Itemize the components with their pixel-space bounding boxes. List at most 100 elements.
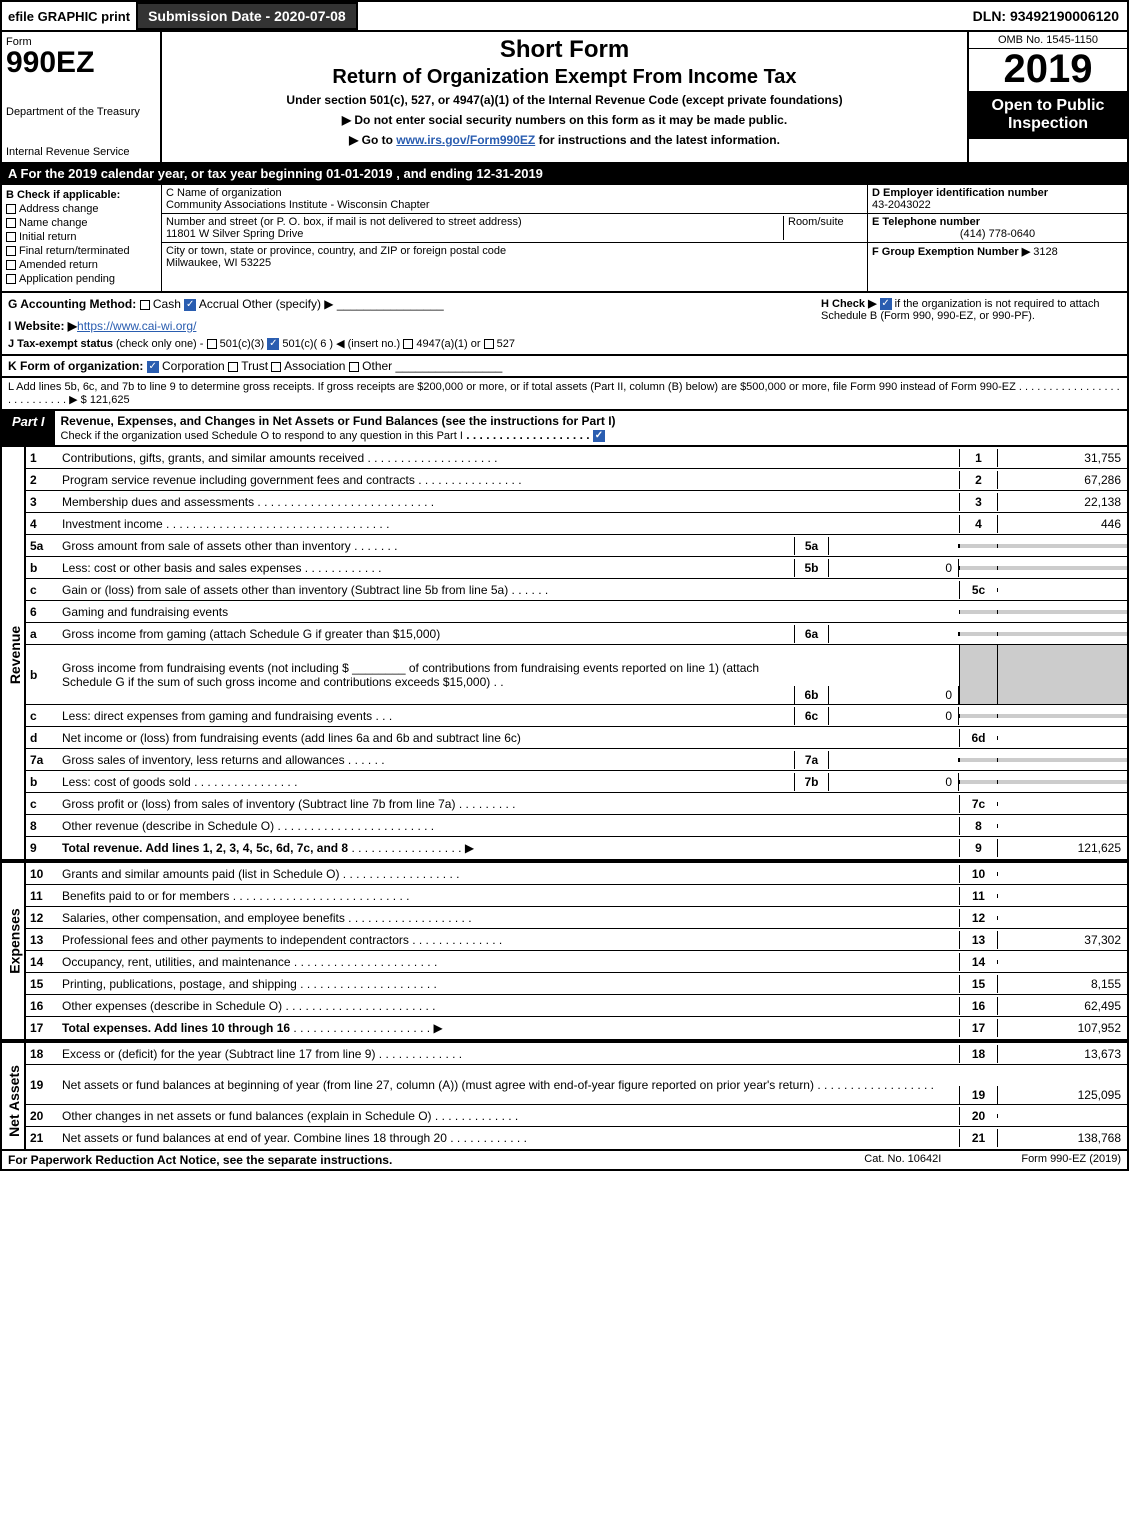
checkbox-icon[interactable] bbox=[6, 218, 16, 228]
line-rnum-grey bbox=[959, 544, 997, 548]
sub-val bbox=[829, 632, 959, 636]
checkbox-icon[interactable] bbox=[6, 274, 16, 284]
checkbox-icon[interactable] bbox=[140, 300, 150, 310]
desc-text: Net assets or fund balances at end of ye… bbox=[62, 1131, 447, 1145]
line-desc: Less: direct expenses from gaming and fu… bbox=[58, 707, 794, 725]
checkbox-icon[interactable] bbox=[271, 362, 281, 372]
line-num: 19 bbox=[26, 1076, 58, 1094]
line-val-grey bbox=[997, 758, 1127, 762]
checkbox-icon[interactable] bbox=[6, 232, 16, 242]
chk-final-label: Final return/terminated bbox=[19, 245, 130, 257]
line-val: 22,138 bbox=[997, 493, 1127, 511]
checkbox-icon[interactable] bbox=[349, 362, 359, 372]
g-label: G Accounting Method: bbox=[8, 297, 136, 311]
desc-text: Less: cost of goods sold bbox=[62, 775, 191, 789]
4947-label: 4947(a)(1) or bbox=[416, 338, 480, 350]
part1-header: Part I Revenue, Expenses, and Changes in… bbox=[0, 411, 1129, 447]
part1-title-text: Revenue, Expenses, and Changes in Net As… bbox=[61, 414, 616, 428]
k-label: K Form of organization: bbox=[8, 359, 143, 373]
ein-row: D Employer identification number 43-2043… bbox=[868, 185, 1127, 214]
line-rnum: 15 bbox=[959, 975, 997, 993]
column-b: B Check if applicable: Address change Na… bbox=[2, 185, 162, 291]
line-rnum-grey bbox=[959, 714, 997, 718]
checkbox-checked-icon[interactable]: ✓ bbox=[880, 298, 892, 310]
checkbox-checked-icon[interactable]: ✓ bbox=[184, 299, 196, 311]
line-desc: Total expenses. Add lines 10 through 16 … bbox=[58, 1019, 959, 1037]
line-19: 19 Net assets or fund balances at beginn… bbox=[26, 1065, 1127, 1105]
line-num: 2 bbox=[26, 471, 58, 489]
line-num: b bbox=[26, 559, 58, 577]
sub-val: 0 bbox=[829, 686, 959, 704]
501c3-label: 501(c)(3) bbox=[220, 338, 265, 350]
line-9: 9 Total revenue. Add lines 1, 2, 3, 4, 5… bbox=[26, 837, 1127, 859]
desc-text: Program service revenue including govern… bbox=[62, 473, 415, 487]
checkbox-checked-icon[interactable]: ✓ bbox=[593, 430, 605, 442]
line-13: 13 Professional fees and other payments … bbox=[26, 929, 1127, 951]
line-val bbox=[997, 1114, 1127, 1118]
top-bar-left: efile GRAPHIC print Submission Date - 20… bbox=[2, 2, 965, 30]
section-k: K Form of organization: ✓ Corporation Tr… bbox=[0, 356, 1129, 378]
checkbox-checked-icon[interactable]: ✓ bbox=[147, 361, 159, 373]
col-b-title: B Check if applicable: bbox=[6, 189, 157, 201]
line-num: 11 bbox=[26, 887, 58, 905]
line-rnum-grey bbox=[959, 632, 997, 636]
chk-address: Address change bbox=[6, 203, 157, 215]
line-rnum: 14 bbox=[959, 953, 997, 971]
line-3: 3 Membership dues and assessments . . . … bbox=[26, 491, 1127, 513]
chk-initial-label: Initial return bbox=[19, 231, 76, 243]
line-rnum-grey bbox=[959, 566, 997, 570]
desc-text: Membership dues and assessments bbox=[62, 495, 254, 509]
group-label: F Group Exemption Number ▶ bbox=[872, 246, 1030, 258]
sub-num: 6a bbox=[794, 625, 829, 643]
line-14: 14 Occupancy, rent, utilities, and maint… bbox=[26, 951, 1127, 973]
column-def: D Employer identification number 43-2043… bbox=[867, 185, 1127, 291]
line-val bbox=[997, 802, 1127, 806]
line-desc: Gross income from fundraising events (no… bbox=[58, 659, 794, 691]
line-desc: Other expenses (describe in Schedule O) … bbox=[58, 997, 959, 1015]
go-to-link[interactable]: www.irs.gov/Form990EZ bbox=[396, 133, 535, 147]
line-rnum: 11 bbox=[959, 887, 997, 905]
line-desc: Salaries, other compensation, and employ… bbox=[58, 909, 959, 927]
line-17: 17 Total expenses. Add lines 10 through … bbox=[26, 1017, 1127, 1039]
checkbox-icon[interactable] bbox=[6, 246, 16, 256]
line-rnum: 6d bbox=[959, 729, 997, 747]
checkbox-icon[interactable] bbox=[484, 339, 494, 349]
under-section: Under section 501(c), 527, or 4947(a)(1)… bbox=[166, 93, 963, 107]
org-name-row: C Name of organization Community Associa… bbox=[162, 185, 867, 214]
checkbox-checked-icon[interactable]: ✓ bbox=[267, 338, 279, 350]
checkbox-icon[interactable] bbox=[403, 339, 413, 349]
trust-label: Trust bbox=[241, 359, 268, 373]
line-num: 7a bbox=[26, 751, 58, 769]
line-val-grey bbox=[997, 632, 1127, 636]
line-num: 21 bbox=[26, 1129, 58, 1147]
other-label: Other bbox=[362, 359, 392, 373]
sub-val: 0 bbox=[829, 707, 959, 725]
revenue-body: 1 Contributions, gifts, grants, and simi… bbox=[26, 447, 1127, 859]
line-5b: b Less: cost or other basis and sales ex… bbox=[26, 557, 1127, 579]
line-num: 17 bbox=[26, 1019, 58, 1037]
checkbox-icon[interactable] bbox=[6, 204, 16, 214]
room-label: Room/suite bbox=[783, 216, 863, 240]
line-5a: 5a Gross amount from sale of assets othe… bbox=[26, 535, 1127, 557]
line-rnum: 7c bbox=[959, 795, 997, 813]
revenue-side-label: Revenue bbox=[7, 626, 23, 684]
line-num: 16 bbox=[26, 997, 58, 1015]
ein-label: D Employer identification number bbox=[872, 187, 1123, 199]
line-desc: Occupancy, rent, utilities, and maintena… bbox=[58, 953, 959, 971]
checkbox-icon[interactable] bbox=[228, 362, 238, 372]
submission-date: Submission Date - 2020-07-08 bbox=[136, 2, 358, 30]
checkbox-icon[interactable] bbox=[6, 260, 16, 270]
line-7a: 7a Gross sales of inventory, less return… bbox=[26, 749, 1127, 771]
g-left: G Accounting Method: Cash ✓ Accrual Othe… bbox=[8, 297, 821, 350]
l-text: L Add lines 5b, 6c, and 7b to line 9 to … bbox=[8, 381, 1016, 393]
line-num: 14 bbox=[26, 953, 58, 971]
website-link[interactable]: https://www.cai-wi.org/ bbox=[77, 319, 196, 333]
j-sub: (check only one) - bbox=[116, 338, 203, 350]
line-rnum: 12 bbox=[959, 909, 997, 927]
line-desc: Gaming and fundraising events bbox=[58, 603, 959, 621]
checkbox-icon[interactable] bbox=[207, 339, 217, 349]
go-to-pre: ▶ Go to bbox=[349, 133, 396, 147]
line-rnum-grey bbox=[959, 645, 997, 704]
line-val: 446 bbox=[997, 515, 1127, 533]
line-20: 20 Other changes in net assets or fund b… bbox=[26, 1105, 1127, 1127]
